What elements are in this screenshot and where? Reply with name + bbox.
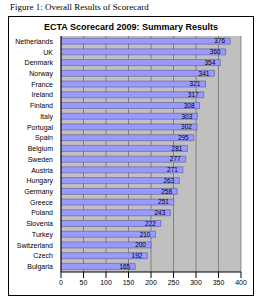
svg-text:192: 192 bbox=[132, 252, 143, 259]
svg-text:222: 222 bbox=[145, 220, 156, 227]
svg-text:308: 308 bbox=[184, 102, 195, 109]
svg-text:Hungary: Hungary bbox=[27, 177, 54, 185]
svg-text:354: 354 bbox=[204, 59, 215, 66]
svg-text:UK: UK bbox=[43, 49, 53, 56]
svg-text:300: 300 bbox=[190, 279, 202, 286]
svg-text:271: 271 bbox=[167, 166, 178, 173]
svg-text:Turkey: Turkey bbox=[32, 231, 54, 239]
svg-text:Norway: Norway bbox=[29, 70, 53, 78]
svg-text:341: 341 bbox=[199, 70, 210, 77]
svg-text:Belgium: Belgium bbox=[28, 145, 53, 153]
svg-text:251: 251 bbox=[158, 198, 169, 205]
svg-text:400: 400 bbox=[235, 279, 247, 286]
svg-text:Sweden: Sweden bbox=[28, 156, 53, 163]
svg-text:100: 100 bbox=[100, 279, 112, 286]
svg-text:50: 50 bbox=[80, 279, 88, 286]
svg-text:295: 295 bbox=[178, 134, 189, 141]
svg-text:210: 210 bbox=[140, 231, 151, 238]
svg-text:321: 321 bbox=[190, 80, 201, 87]
svg-text:Switzerland: Switzerland bbox=[17, 242, 53, 249]
svg-text:Poland: Poland bbox=[31, 209, 53, 216]
svg-text:200: 200 bbox=[145, 279, 157, 286]
svg-text:Greece: Greece bbox=[30, 199, 53, 206]
svg-text:Denmark: Denmark bbox=[25, 59, 54, 66]
svg-text:Portugal: Portugal bbox=[27, 124, 54, 132]
svg-text:Ireland: Ireland bbox=[32, 91, 54, 98]
html-text:ECTA Scorecard 2009: Summary R: ECTA Scorecard 2009: Summary Results bbox=[44, 22, 218, 32]
svg-text:263: 263 bbox=[163, 177, 174, 184]
svg-text:366: 366 bbox=[210, 48, 221, 55]
svg-text:Slovenia: Slovenia bbox=[26, 220, 53, 227]
svg-text:250: 250 bbox=[168, 279, 180, 286]
svg-text:Czech: Czech bbox=[33, 252, 53, 259]
svg-text:Finland: Finland bbox=[30, 102, 53, 109]
svg-text:Bulgaria: Bulgaria bbox=[27, 263, 53, 271]
svg-text:165: 165 bbox=[119, 263, 130, 270]
svg-text:Austria: Austria bbox=[31, 167, 53, 174]
svg-text:France: France bbox=[31, 81, 53, 88]
svg-text:Spain: Spain bbox=[35, 134, 53, 142]
svg-text:0: 0 bbox=[59, 279, 63, 286]
svg-text:Germany: Germany bbox=[24, 188, 53, 196]
svg-text:Netherlands: Netherlands bbox=[15, 38, 53, 45]
svg-text:258: 258 bbox=[161, 188, 172, 195]
svg-text:200: 200 bbox=[135, 241, 146, 248]
svg-text:302: 302 bbox=[181, 123, 192, 130]
svg-text:350: 350 bbox=[213, 279, 225, 286]
svg-text:281: 281 bbox=[172, 145, 183, 152]
svg-text:277: 277 bbox=[170, 155, 181, 162]
svg-text:243: 243 bbox=[154, 209, 165, 216]
svg-text:303: 303 bbox=[181, 113, 192, 120]
svg-text:317: 317 bbox=[188, 91, 199, 98]
svg-text:Italy: Italy bbox=[40, 113, 53, 121]
svg-text:376: 376 bbox=[214, 37, 225, 44]
svg-text:150: 150 bbox=[123, 279, 135, 286]
html-text:Figure 1: Overall Results of S: Figure 1: Overall Results of Scorecard bbox=[10, 2, 149, 12]
